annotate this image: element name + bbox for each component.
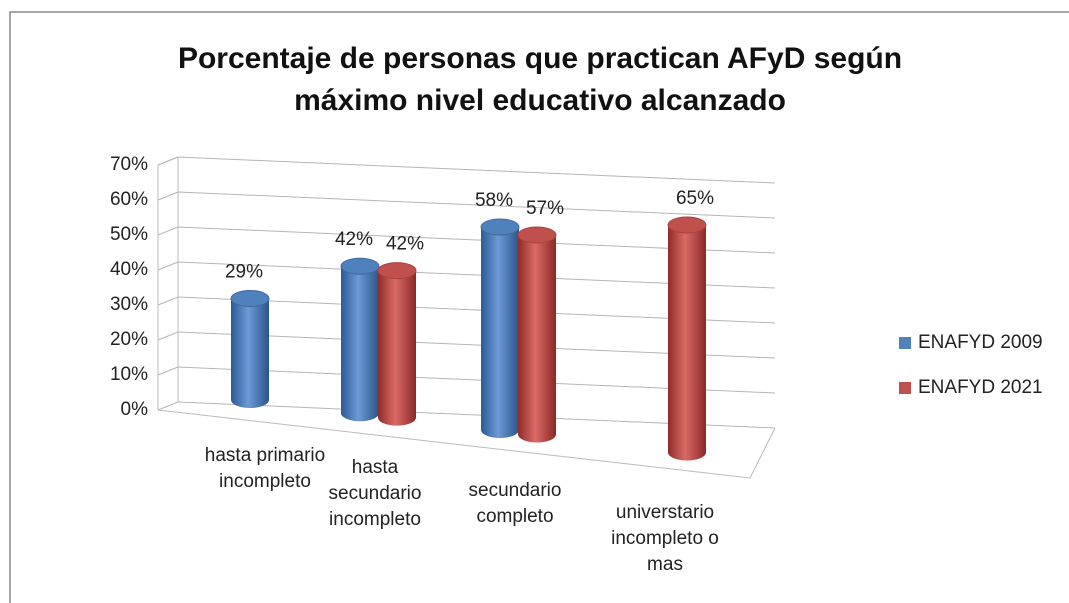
y-tick-label: 70% [110,154,148,175]
bar-body [378,270,416,426]
y-tick-label: 40% [110,259,148,280]
data-label: 58% [475,190,513,211]
legend-swatch [899,337,911,349]
bar [667,216,707,461]
y-tick-label: 60% [110,189,148,210]
bar-top [667,216,707,234]
y-tick-label: 0% [121,399,149,420]
grid-line [157,331,776,359]
bar-top [377,262,417,280]
chart-title: Porcentaje de personas que practican AFy… [177,42,903,117]
x-tick-label: hasta secundario incompleto [328,457,422,530]
legend-swatch [899,382,911,394]
grid-line [157,156,776,184]
grid-line [157,226,776,254]
x-tick-label: hasta primario incompleto [204,445,326,492]
bar [340,257,380,422]
floor-edge [157,409,776,479]
bar-top [340,257,380,275]
bar-body [231,298,269,408]
grid-line [157,296,776,324]
x-tick-label: secundario completo [468,480,562,527]
grid-line [157,191,776,219]
bar-body [518,234,556,443]
bar-top [230,290,270,307]
y-tick-label: 50% [110,224,148,245]
data-label: 29% [225,262,263,283]
bar-body [668,224,706,461]
data-label: 42% [335,229,373,250]
bar-top [480,218,520,236]
y-tick-label: 20% [110,329,148,350]
bar [480,218,520,438]
y-tick-label: 30% [110,294,148,315]
y-tick-label: 10% [110,364,148,385]
bar [230,290,270,408]
bar-body [481,227,519,438]
grid-line [157,366,776,394]
legend-label: ENAFYD 2009 [918,332,1043,353]
data-label: 57% [526,198,564,219]
bar [517,226,557,443]
data-label: 65% [676,188,714,209]
legend-label: ENAFYD 2021 [918,377,1043,398]
bar-body [341,266,379,422]
data-label: 42% [386,234,424,255]
grid-line [157,401,776,429]
x-tick-label: universtario incompleto o mas [611,502,719,575]
chart-frame [9,11,1069,603]
grid-line [157,261,776,289]
bar-top [517,226,557,244]
bar [377,262,417,426]
